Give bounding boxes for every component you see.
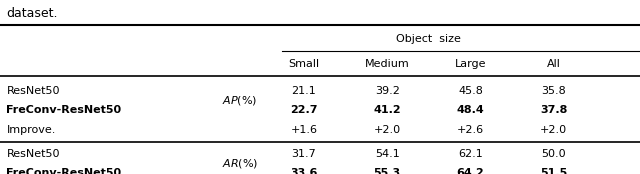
Text: All: All: [547, 58, 561, 69]
Text: +2.6: +2.6: [457, 125, 484, 135]
Text: ResNet50: ResNet50: [6, 149, 60, 159]
Text: dataset.: dataset.: [6, 7, 58, 20]
Text: 48.4: 48.4: [456, 105, 484, 116]
Text: $AP(\%)$: $AP(\%)$: [222, 94, 258, 107]
Text: FreConv-ResNet50: FreConv-ResNet50: [6, 168, 122, 174]
Text: 55.3: 55.3: [374, 168, 401, 174]
Text: +2.0: +2.0: [540, 125, 567, 135]
Text: Object  size: Object size: [396, 34, 461, 44]
Text: 37.8: 37.8: [540, 105, 567, 116]
Text: 54.1: 54.1: [375, 149, 399, 159]
Text: 62.1: 62.1: [458, 149, 483, 159]
Text: 45.8: 45.8: [458, 86, 483, 96]
Text: Improve.: Improve.: [6, 125, 56, 135]
Text: 33.6: 33.6: [291, 168, 317, 174]
Text: 31.7: 31.7: [292, 149, 316, 159]
Text: 51.5: 51.5: [540, 168, 567, 174]
Text: +1.6: +1.6: [291, 125, 317, 135]
Text: Large: Large: [454, 58, 486, 69]
Text: $AR(\%)$: $AR(\%)$: [222, 157, 258, 170]
Text: +2.0: +2.0: [374, 125, 401, 135]
Text: Medium: Medium: [365, 58, 410, 69]
Text: 50.0: 50.0: [541, 149, 566, 159]
Text: 22.7: 22.7: [291, 105, 317, 116]
Text: 35.8: 35.8: [541, 86, 566, 96]
Text: FreConv-ResNet50: FreConv-ResNet50: [6, 105, 122, 116]
Text: ResNet50: ResNet50: [6, 86, 60, 96]
Text: 39.2: 39.2: [375, 86, 399, 96]
Text: 41.2: 41.2: [373, 105, 401, 116]
Text: 21.1: 21.1: [292, 86, 316, 96]
Text: Small: Small: [289, 58, 319, 69]
Text: 64.2: 64.2: [456, 168, 484, 174]
